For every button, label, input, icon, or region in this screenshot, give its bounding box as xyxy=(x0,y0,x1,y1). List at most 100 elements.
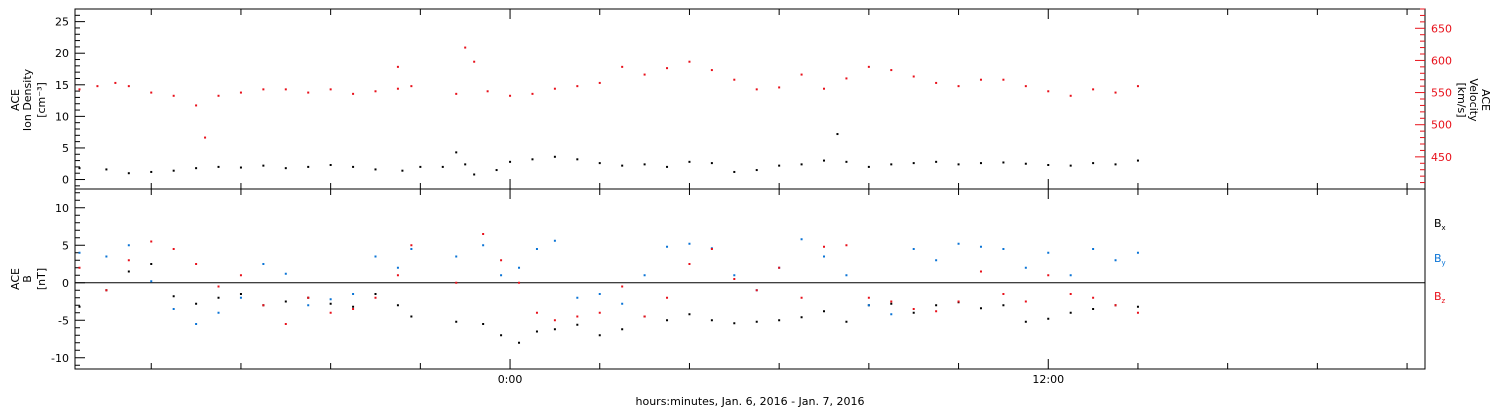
velocity-point xyxy=(688,60,691,63)
bz-point xyxy=(482,233,485,235)
bx-point xyxy=(598,334,601,337)
velocity-point xyxy=(912,75,915,78)
bottom-panel-frame xyxy=(74,188,1426,370)
by-point xyxy=(329,298,332,301)
legend: Bx By Bz xyxy=(1434,217,1446,305)
by-point xyxy=(666,245,669,248)
density-y-tick-label: 15 xyxy=(55,79,69,92)
density-point xyxy=(1047,164,1050,166)
density-point xyxy=(1092,162,1095,165)
velocity-point xyxy=(710,69,713,72)
velocity-point xyxy=(352,92,355,95)
density-point xyxy=(1136,159,1139,162)
bz-point xyxy=(1136,311,1139,314)
by-point xyxy=(284,272,287,275)
bz-point xyxy=(105,289,108,292)
velocity-point xyxy=(1069,94,1072,97)
bx-point xyxy=(553,328,556,331)
b-field-y-tick-label: -10 xyxy=(51,352,69,365)
density-point xyxy=(935,160,938,163)
bx-point xyxy=(979,307,982,310)
by-point xyxy=(239,296,242,299)
bz-point xyxy=(935,310,938,313)
by-point xyxy=(733,274,736,277)
velocity-point xyxy=(553,87,556,90)
legend-by-sub: y xyxy=(1442,259,1446,267)
by-point xyxy=(535,248,538,250)
by-point xyxy=(979,245,982,248)
by-point xyxy=(800,238,803,241)
density-point xyxy=(105,168,108,171)
velocity-point xyxy=(733,78,736,81)
density-point xyxy=(531,158,534,161)
top-left-ylabel-line-1: ACE xyxy=(9,89,22,111)
density-point xyxy=(401,169,404,172)
by-point xyxy=(890,313,893,316)
density-point xyxy=(150,170,153,173)
by-point xyxy=(912,248,915,250)
by-point xyxy=(1047,251,1050,254)
velocity-point xyxy=(1002,78,1005,81)
bz-point xyxy=(262,304,265,307)
velocity-point xyxy=(800,73,803,76)
bx-point xyxy=(500,334,503,337)
density-point xyxy=(195,167,198,170)
bx-point xyxy=(845,320,848,323)
bz-point xyxy=(150,240,153,243)
bx-point xyxy=(239,293,242,295)
density-point xyxy=(329,164,332,166)
top-right-ylabel-line-3: [km/s] xyxy=(1455,82,1468,117)
density-point xyxy=(979,162,982,165)
density-point xyxy=(441,165,444,168)
velocity-point xyxy=(396,87,399,90)
bz-point xyxy=(518,281,521,284)
legend-by: By xyxy=(1434,252,1446,267)
bx-point xyxy=(1092,308,1095,310)
velocity-point xyxy=(307,91,310,94)
by-point xyxy=(576,296,579,299)
velocity-point xyxy=(778,86,781,89)
bz-point xyxy=(867,296,870,299)
b-field-y-tick-label: 10 xyxy=(55,202,69,215)
density-point xyxy=(621,164,624,167)
density-point xyxy=(1114,163,1117,166)
bz-point xyxy=(598,311,601,314)
bx-point xyxy=(576,323,579,326)
density-point xyxy=(217,165,220,168)
bx-point xyxy=(195,302,198,305)
by-point xyxy=(1092,248,1095,250)
velocity-point xyxy=(172,94,175,97)
x-axis-label: hours:minutes, Jan. 6, 2016 - Jan. 7, 20… xyxy=(636,395,865,408)
velocity-point xyxy=(239,91,242,94)
bz-point xyxy=(800,296,803,299)
bz-point xyxy=(1092,296,1095,299)
b-field-y-tick-label: 0 xyxy=(62,277,69,290)
density-point xyxy=(172,169,175,172)
bz-point xyxy=(1069,293,1072,295)
bx-point xyxy=(172,295,175,298)
bx-point xyxy=(666,319,669,322)
bz-point xyxy=(666,296,669,299)
b-field-y-axis: -10 -5 0 5 10 xyxy=(51,192,85,366)
velocity-y-tick-label: 500 xyxy=(1431,119,1452,132)
by-point xyxy=(845,274,848,277)
legend-bz-sub: z xyxy=(1442,297,1446,305)
density-point xyxy=(836,133,839,136)
by-point xyxy=(217,311,220,314)
density-point xyxy=(845,160,848,163)
by-point xyxy=(374,255,377,258)
velocity-point xyxy=(486,90,489,93)
bz-point xyxy=(755,289,758,292)
magnetic-field-panel: -10 -5 0 5 10 ACE B [nT] Bx By Bz xyxy=(9,188,1446,370)
bz-point xyxy=(1114,304,1117,307)
density-point xyxy=(352,165,355,168)
bottom-ylabel-line-3: [nT] xyxy=(35,268,48,290)
by-point xyxy=(1069,274,1072,277)
bz-point xyxy=(845,244,848,247)
bx-point xyxy=(1069,311,1072,314)
bz-point xyxy=(195,263,198,265)
density-point xyxy=(598,162,601,165)
density-point xyxy=(867,165,870,168)
legend-bx: Bx xyxy=(1434,217,1446,232)
